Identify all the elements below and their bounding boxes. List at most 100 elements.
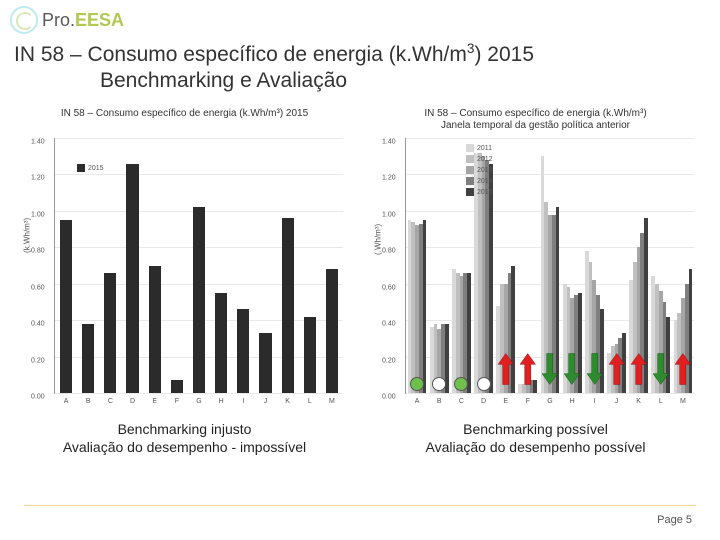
caption-right-l2: Avaliação do desempenho possível (425, 439, 645, 455)
legend-label: 2011 (477, 145, 492, 152)
arrow-up-icon (609, 345, 625, 393)
arrow-down-icon (653, 345, 669, 393)
legend-item: 2015 (77, 164, 104, 172)
ytick-label: 0.80 (382, 248, 396, 255)
arrow-up-icon (675, 345, 691, 393)
arrow-down-icon (542, 345, 558, 393)
ytick-label: 1.20 (382, 175, 396, 182)
ytick-label: 0.60 (382, 284, 396, 291)
right-title-l1: IN 58 – Consumo específico de energia (k… (424, 108, 646, 119)
xtick-label: M (680, 398, 686, 405)
legend-label: 2013 (477, 167, 493, 174)
xtick-label: A (64, 398, 69, 405)
xtick-label: D (130, 398, 135, 405)
xtick-label: L (659, 398, 663, 405)
circle-marker (410, 377, 424, 391)
xtick-label: A (415, 398, 420, 405)
xtick-label: J (264, 398, 268, 405)
right-plot: (.Wh/m³) 0.000.200.400.600.801.001.201.4… (405, 138, 694, 394)
bar (259, 333, 271, 393)
bar (282, 218, 294, 393)
left-plot: (k.Wh/m³) 0.000.200.400.600.801.001.201.… (54, 138, 343, 394)
ytick-label: 1.40 (31, 139, 45, 146)
legend-label: 2012 (477, 156, 493, 163)
ytick-label: 0.40 (31, 321, 45, 328)
gridline (406, 393, 694, 394)
legend-item: 2013 (466, 166, 493, 174)
bar (237, 309, 249, 393)
xtick-label: M (329, 398, 335, 405)
ytick-label: 0.20 (31, 357, 45, 364)
bar (489, 164, 493, 394)
legend-label: 2015 (477, 189, 493, 196)
circle-marker (432, 377, 446, 391)
legend-swatch (466, 144, 474, 152)
logo-suffix: EESA (75, 10, 124, 30)
bar (104, 273, 116, 393)
ytick-label: 1.00 (382, 211, 396, 218)
ytick-label: 1.40 (382, 139, 396, 146)
ytick-label: 0.60 (31, 284, 45, 291)
charts-row: IN 58 – Consumo específico de energia (k… (24, 108, 696, 408)
legend-swatch (77, 164, 85, 172)
ytick-label: 1.20 (31, 175, 45, 182)
ytick-label: 0.40 (382, 321, 396, 328)
caption-right-l1: Benchmarking possível (463, 421, 608, 437)
xtick-label: G (547, 398, 552, 405)
logo-text: Pro.EESA (42, 10, 124, 31)
arrow-up-icon (498, 345, 514, 393)
xtick-label: E (152, 398, 157, 405)
legend-item: 2015 (466, 188, 493, 196)
xtick-label: F (175, 398, 179, 405)
xtick-label: I (242, 398, 244, 405)
legend: 2015 (77, 164, 104, 172)
circle-marker (477, 377, 491, 391)
ytick-label: 0.00 (382, 394, 396, 401)
bar (304, 317, 316, 394)
legend-item: 2014 (466, 177, 493, 185)
xtick-label: B (437, 398, 442, 405)
legend-label: 2014 (477, 178, 493, 185)
left-chart-title: IN 58 – Consumo específico de energia (k… (24, 108, 345, 134)
left-chart: IN 58 – Consumo específico de energia (k… (24, 108, 345, 408)
legend-item: 2011 (466, 144, 493, 152)
captions: Benchmarking injusto Avaliação do desemp… (24, 420, 696, 456)
arrow-down-icon (587, 345, 603, 393)
arrow-up-icon (520, 345, 536, 393)
caption-left-l1: Benchmarking injusto (118, 421, 252, 437)
right-title-l2: Janela temporal da gestão política anter… (441, 120, 630, 131)
xtick-label: K (636, 398, 641, 405)
gridline (406, 211, 694, 212)
page-title: IN 58 – Consumo específico de energia (k… (14, 40, 534, 95)
legend-swatch (466, 155, 474, 163)
xtick-label: E (503, 398, 508, 405)
bar (126, 164, 138, 394)
legend-swatch (466, 188, 474, 196)
gridline (55, 138, 343, 139)
xtick-label: L (308, 398, 312, 405)
xtick-label: C (459, 398, 464, 405)
xtick-label: D (481, 398, 486, 405)
legend-swatch (466, 166, 474, 174)
xtick-label: B (86, 398, 91, 405)
bar (423, 220, 427, 393)
xtick-label: C (108, 398, 113, 405)
caption-left: Benchmarking injusto Avaliação do desemp… (24, 420, 345, 456)
bar (326, 269, 338, 393)
gridline (55, 174, 343, 175)
right-chart-title: IN 58 – Consumo específico de energia (k… (375, 108, 696, 134)
ytick-label: 0.00 (31, 394, 45, 401)
page-number: Page 5 (657, 514, 692, 526)
arrow-down-icon (564, 345, 580, 393)
gridline (55, 393, 343, 394)
ytick-label: 1.00 (31, 211, 45, 218)
bar (149, 266, 161, 394)
xtick-label: H (219, 398, 224, 405)
bar (215, 293, 227, 393)
legend: 2011 2012 2013 2014 2015 (466, 144, 493, 196)
bar (82, 324, 94, 393)
bar (60, 220, 72, 393)
xtick-label: J (615, 398, 619, 405)
logo-swirl-icon (10, 6, 38, 34)
circle-marker (454, 377, 468, 391)
